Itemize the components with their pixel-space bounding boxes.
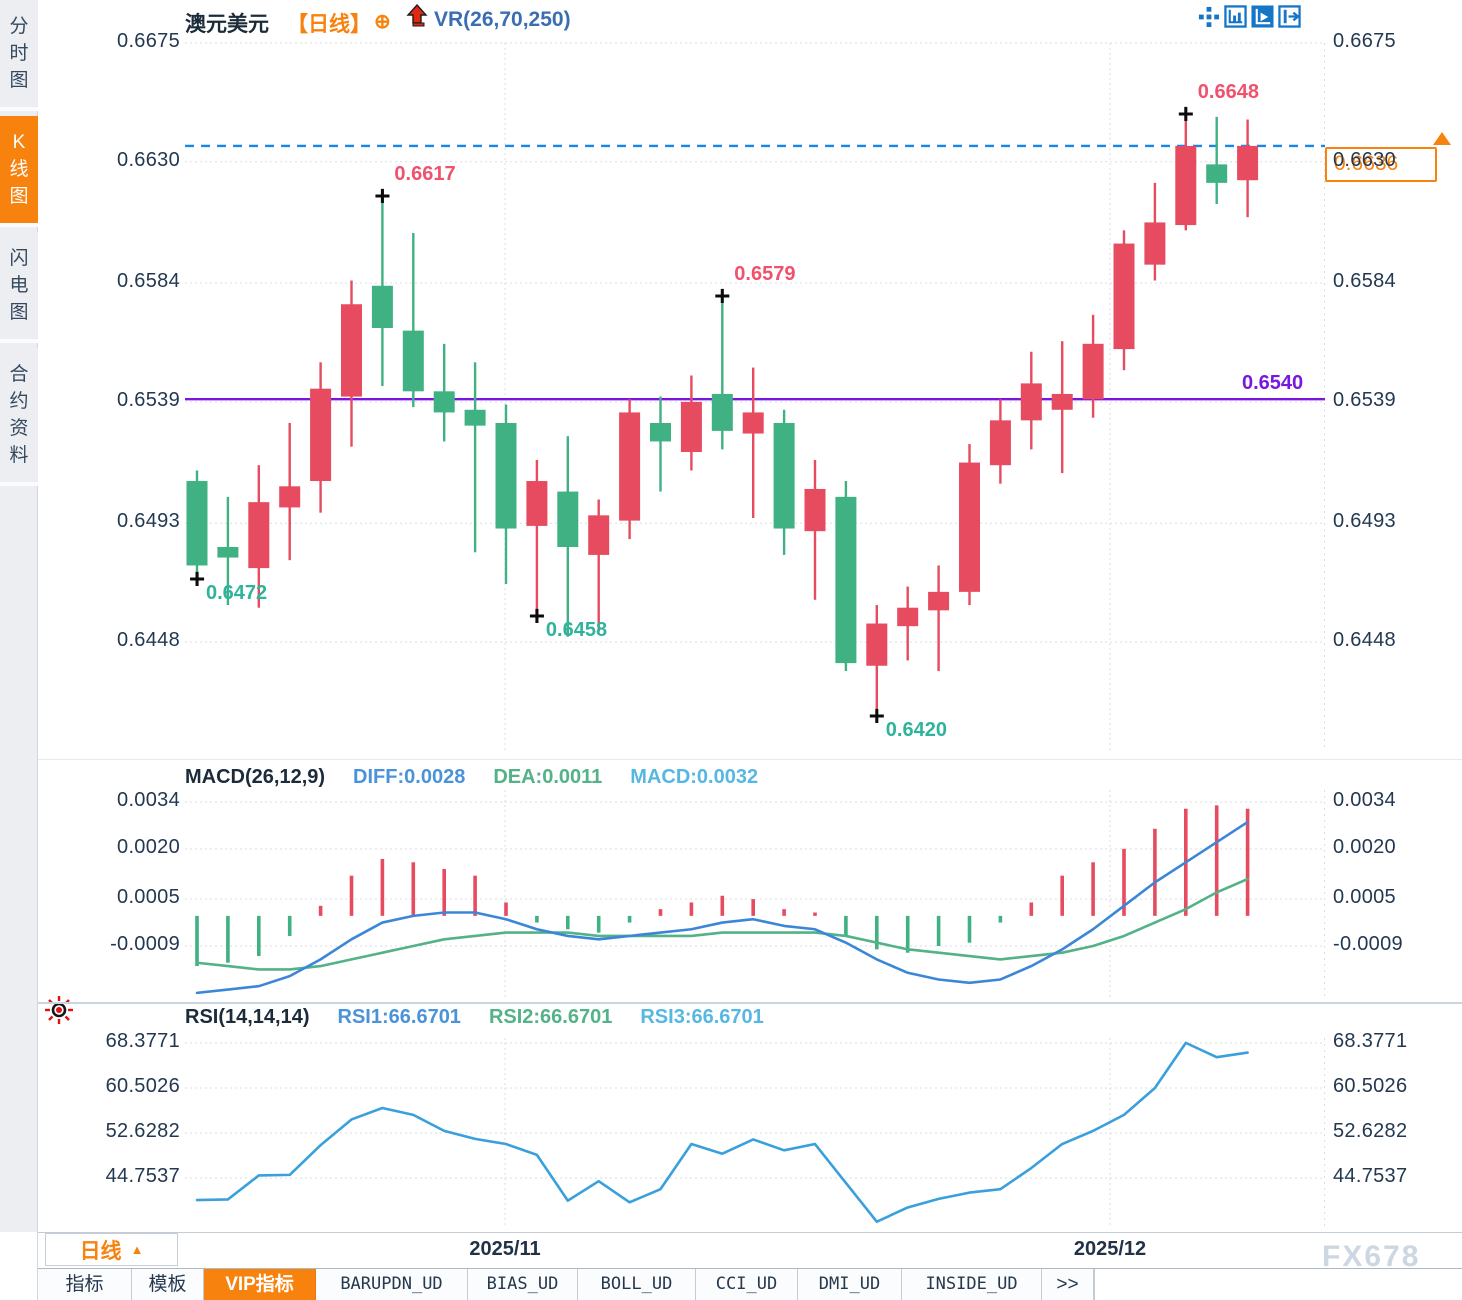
macd-title: MACD(26,12,9) [185,766,326,788]
sidebar-tab-char: 线 [9,159,29,180]
sidebar-tab-char: 料 [9,445,29,466]
bottom-tab-[interactable]: 指标 [38,1269,132,1300]
price-up-arrow-icon [1433,132,1451,145]
axis-tick-label: 60.5026 [105,1075,180,1097]
x-axis-label: 2025/11 [469,1238,541,1260]
indicator-tab-bar: 指标 模板 VIP指标 BARUPDN_UD BIAS_UD BOLL_UD CCI_UD D… [38,1268,1462,1300]
axis-tick-label: 0.6539 [1333,388,1396,411]
circle-crosshair-icon[interactable]: ⊕ [374,11,391,33]
sidebar-tab-char: K [12,132,26,153]
axis-tick-label: 0.0005 [1333,886,1396,909]
axis-tick-label: 0.0020 [1333,835,1396,858]
triangle-up-icon: ▲ [130,1242,144,1257]
axis-tick-label: 52.6282 [1333,1119,1408,1142]
main-price-chart[interactable] [185,35,1326,761]
axis-tick-label: 0.0020 [117,835,180,858]
macd-panel-chart[interactable] [185,780,1326,1003]
axis-tick-label: 44.7537 [1333,1165,1408,1187]
axis-tick-label: 0.6493 [117,510,180,533]
bottom-tab-bias_ud[interactable]: BIAS_UD [468,1269,578,1300]
axis-tick-label: 0.6675 [117,30,180,52]
vr-indicator-label: VR(26,70,250) [434,8,571,31]
axis-tick-label: 0.6630 [117,148,180,171]
axis-tick-label: 0.0034 [117,789,180,811]
axis-tick-label: 0.6448 [117,629,180,651]
axis-tick-label: 0.6584 [117,270,180,293]
x-axis-label: 2025/12 [1073,1238,1147,1260]
sidebar-tab-char: 图 [9,186,29,207]
axis-tick-label: 0.6493 [1333,510,1396,533]
sidebar-tab-char: 闪 [9,248,29,269]
red-sun-indicator-icon [45,996,73,1024]
axis-tick-label: 0.6584 [1333,270,1396,293]
rsi2-value: RSI2:66.6701 [488,1006,613,1028]
rsi3-value: RSI3:66.6701 [640,1006,764,1028]
sidebar-tab-char: 时 [9,43,29,64]
bottom-tab-barupdn_ud[interactable]: BARUPDN_UD [316,1269,468,1300]
sidebar-tab-char: 图 [9,70,29,91]
axis-tick-label: -0.0009 [1333,933,1403,955]
axis-tick-label: 52.6282 [105,1119,180,1142]
period-tag: 【日线】 [287,13,371,36]
bottom-tab-cci_ud[interactable]: CCI_UD [696,1269,798,1300]
rsi-header: RSI(14,14,14) RSI1:66.6701 RSI2:66.6701 … [185,1006,764,1029]
rsi-title: RSI(14,14,14) [185,1006,310,1028]
pan-move-icon[interactable] [1197,5,1220,28]
sidebar-tab-4[interactable]: 合约资料 [0,348,38,486]
axis-tick-label: -0.0009 [110,933,180,955]
period-selector-button[interactable]: 日线 ▲ [45,1233,178,1266]
macd-macd-value: MACD:0.0032 [630,766,759,788]
axis-tick-label: 0.6539 [117,388,180,411]
chart-toolbar [1197,5,1301,28]
axis-tick-label: 0.6448 [1333,629,1396,651]
bottom-tab-boll_ud[interactable]: BOLL_UD [578,1269,696,1300]
bottom-tab-[interactable]: 模板 [132,1269,204,1300]
axis-tick-label: 0.0034 [1333,789,1396,811]
macd-header: MACD(26,12,9) DIFF:0.0028 DEA:0.0011 MAC… [185,766,758,789]
macd-diff-value: DIFF:0.0028 [353,766,466,788]
sidebar-tab-char: 合 [9,364,29,385]
current-price-box: 0.6636 [1325,147,1437,182]
axis-tick-label: 0.0005 [117,886,180,909]
tab-bar-filler [1094,1269,1462,1300]
sidebar-tab-char: 电 [9,275,29,296]
bottom-tab-inside_ud[interactable]: INSIDE_UD [902,1269,1042,1300]
auto-follow-icon[interactable] [1251,5,1274,28]
axis-tick-label: 60.5026 [1333,1075,1408,1097]
axis-tick-label: 68.3771 [1333,1030,1408,1052]
rsi1-value: RSI1:66.6701 [337,1006,461,1028]
axis-scale-icon[interactable] [1224,5,1247,28]
axis-tick-label: 0.6675 [1333,30,1396,52]
sidebar-tab-char: 约 [9,391,29,412]
sidebar-tab-char: 图 [9,302,29,323]
sidebar-tab-char: 分 [9,16,29,37]
symbol-title: 澳元美元 [185,13,269,36]
period-selector-label: 日线 [79,1239,122,1263]
bottom-tab->>[interactable]: >> [1042,1269,1094,1300]
red-up-arrow-icon [406,3,428,27]
bottom-tab-vip[interactable]: VIP指标 [204,1269,316,1300]
sidebar-tab-1[interactable]: 分时图 [0,0,38,111]
sidebar-tab-char: 资 [9,418,29,439]
rsi-panel-chart[interactable] [185,1030,1326,1233]
macd-dea-value: DEA:0.0011 [493,766,603,788]
page-forward-icon[interactable] [1278,5,1301,28]
sidebar-footer [0,1232,38,1300]
bottom-tab-dmi_ud[interactable]: DMI_UD [798,1269,902,1300]
axis-tick-label: 44.7537 [105,1165,180,1187]
axis-tick-label: 68.3771 [105,1030,180,1052]
sidebar-tab-3[interactable]: 闪电图 [0,232,38,343]
